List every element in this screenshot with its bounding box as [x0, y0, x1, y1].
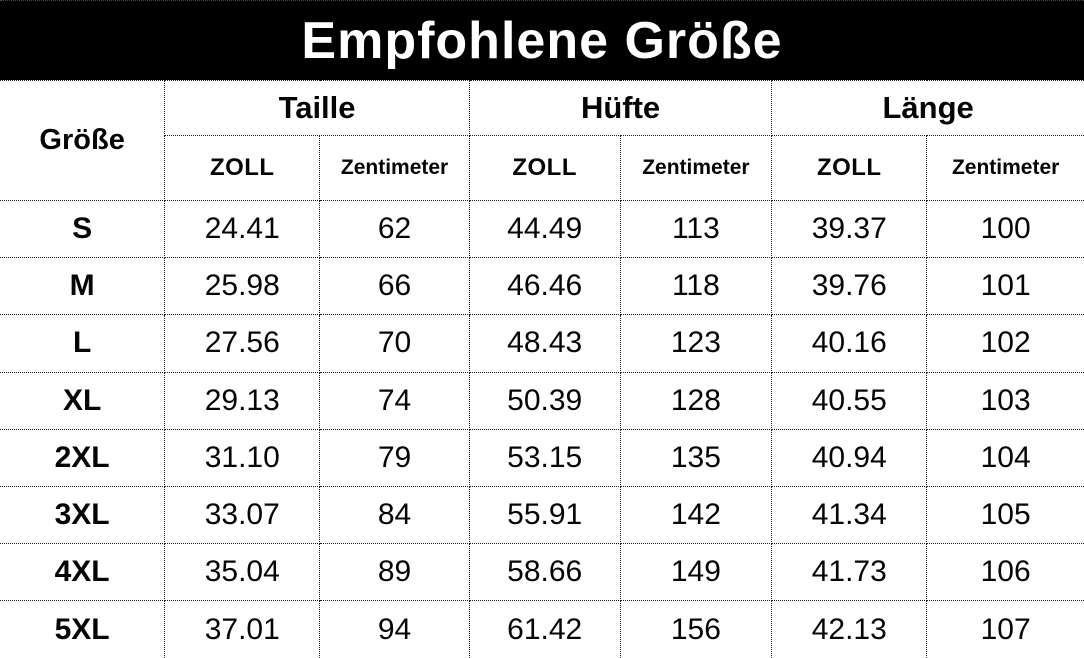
cell-taille-zoll: 33.07: [164, 485, 321, 545]
cell-laenge-zentimeter: 100: [926, 199, 1084, 259]
group-header-row: Größe Taille Hüfte Länge: [0, 80, 1084, 201]
cell-laenge-zoll: 41.73: [771, 543, 928, 602]
column-header-huefte-zoll: ZOLL: [468, 135, 621, 201]
cell-taille-zoll: 27.56: [164, 314, 321, 373]
cell-taille-zoll: 24.41: [164, 199, 321, 259]
cell-huefte-zoll: 55.91: [468, 485, 621, 545]
size-label: L: [0, 314, 166, 373]
table-row-2xl: 2XL 31.10 79 53.15 135 40.94 104: [0, 428, 1084, 487]
cell-taille-zentimeter: 79: [319, 428, 470, 487]
cell-huefte-zoll: 61.42: [468, 600, 621, 658]
cell-huefte-zentimeter: 149: [619, 543, 773, 602]
table-row-m: M 25.98 66 46.46 118 39.76 101: [0, 257, 1084, 316]
cell-laenge-zentimeter: 101: [926, 257, 1084, 316]
column-header-taille-zoll: ZOLL: [164, 135, 321, 201]
cell-laenge-zoll: 39.76: [771, 257, 928, 316]
size-label: 5XL: [0, 600, 166, 658]
cell-taille-zentimeter: 74: [319, 371, 470, 430]
cell-laenge-zoll: 40.16: [771, 314, 928, 373]
cell-taille-zentimeter: 66: [319, 257, 470, 316]
size-label: 2XL: [0, 428, 166, 487]
cell-taille-zentimeter: 84: [319, 485, 470, 545]
cell-taille-zentimeter: 89: [319, 543, 470, 602]
cell-laenge-zentimeter: 107: [926, 600, 1084, 658]
column-header-laenge-zentimeter: Zentimeter: [926, 135, 1084, 201]
cell-laenge-zentimeter: 102: [926, 314, 1084, 373]
column-group-laenge: Länge: [771, 80, 1084, 136]
cell-laenge-zoll: 41.34: [771, 485, 928, 545]
size-table: Größe Taille Hüfte Länge ZOLL Zentimeter…: [0, 80, 1084, 658]
cell-laenge-zentimeter: 106: [926, 543, 1084, 602]
cell-laenge-zoll: 42.13: [771, 600, 928, 658]
column-header-groesse: Größe: [0, 80, 166, 201]
size-label: XL: [0, 371, 166, 430]
column-group-huefte: Hüfte: [468, 80, 773, 136]
cell-huefte-zentimeter: 123: [619, 314, 773, 373]
table-row-s: S 24.41 62 44.49 113 39.37 100: [0, 199, 1084, 259]
cell-taille-zentimeter: 94: [319, 600, 470, 658]
cell-laenge-zoll: 39.37: [771, 199, 928, 259]
cell-huefte-zentimeter: 113: [619, 199, 773, 259]
column-header-huefte-zentimeter: Zentimeter: [619, 135, 773, 201]
cell-taille-zoll: 25.98: [164, 257, 321, 316]
cell-laenge-zentimeter: 105: [926, 485, 1084, 545]
cell-huefte-zentimeter: 118: [619, 257, 773, 316]
cell-taille-zentimeter: 62: [319, 199, 470, 259]
chart-title-bar: Empfohlene Größe: [0, 0, 1084, 80]
table-row-l: L 27.56 70 48.43 123 40.16 102: [0, 314, 1084, 373]
table-row-5xl: 5XL 37.01 94 61.42 156 42.13 107: [0, 600, 1084, 658]
table-row-4xl: 4XL 35.04 89 58.66 149 41.73 106: [0, 543, 1084, 602]
cell-huefte-zoll: 46.46: [468, 257, 621, 316]
cell-huefte-zoll: 53.15: [468, 428, 621, 487]
cell-taille-zoll: 31.10: [164, 428, 321, 487]
cell-taille-zentimeter: 70: [319, 314, 470, 373]
cell-taille-zoll: 29.13: [164, 371, 321, 430]
column-header-taille-zentimeter: Zentimeter: [319, 135, 470, 201]
column-group-taille: Taille: [164, 80, 470, 136]
cell-huefte-zoll: 44.49: [468, 199, 621, 259]
cell-huefte-zentimeter: 142: [619, 485, 773, 545]
size-label: 3XL: [0, 485, 166, 545]
cell-huefte-zentimeter: 135: [619, 428, 773, 487]
size-label: S: [0, 199, 166, 259]
cell-taille-zoll: 35.04: [164, 543, 321, 602]
cell-huefte-zoll: 48.43: [468, 314, 621, 373]
column-header-laenge-zoll: ZOLL: [771, 135, 928, 201]
cell-laenge-zoll: 40.55: [771, 371, 928, 430]
page-title: Empfohlene Größe: [301, 11, 783, 70]
cell-huefte-zentimeter: 156: [619, 600, 773, 658]
unit-header-row: ZOLL Zentimeter ZOLL Zentimeter ZOLL Zen…: [0, 135, 1084, 201]
cell-taille-zoll: 37.01: [164, 600, 321, 658]
table-row-xl: XL 29.13 74 50.39 128 40.55 103: [0, 371, 1084, 430]
cell-huefte-zentimeter: 128: [619, 371, 773, 430]
table-row-3xl: 3XL 33.07 84 55.91 142 41.34 105: [0, 485, 1084, 545]
size-label: M: [0, 257, 166, 316]
cell-huefte-zoll: 58.66: [468, 543, 621, 602]
cell-laenge-zentimeter: 103: [926, 371, 1084, 430]
cell-laenge-zentimeter: 104: [926, 428, 1084, 487]
cell-huefte-zoll: 50.39: [468, 371, 621, 430]
cell-laenge-zoll: 40.94: [771, 428, 928, 487]
size-label: 4XL: [0, 543, 166, 602]
